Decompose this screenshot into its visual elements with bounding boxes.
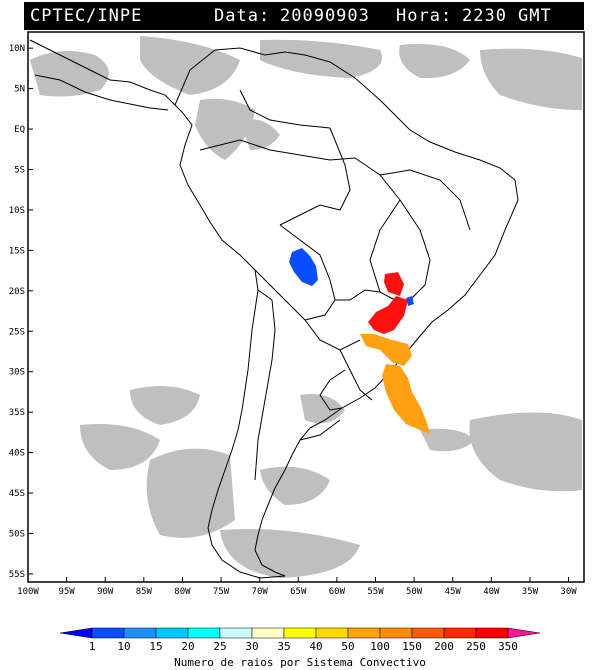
lat-tick-label: 5N bbox=[14, 85, 25, 95]
colorbar-label: 10 bbox=[117, 640, 130, 653]
lon-tick-label: 80W bbox=[174, 587, 191, 597]
border-argentina-uruguay bbox=[339, 349, 373, 401]
colorbar-label: 50 bbox=[341, 640, 354, 653]
colorbar-segment bbox=[411, 627, 445, 639]
lon-tick-label: 45W bbox=[445, 587, 462, 597]
colorbar-title: Numero de raios por Sistema Convectivo bbox=[174, 656, 426, 669]
lon-tick-label: 30W bbox=[560, 587, 577, 597]
colorbar-segment bbox=[507, 627, 541, 639]
south-america-coast bbox=[174, 47, 519, 579]
colorbar-segment bbox=[219, 627, 253, 639]
colorbar-label: 25 bbox=[213, 640, 226, 653]
timezone-label: GMT bbox=[518, 6, 552, 26]
lon-tick-label: 70W bbox=[252, 587, 269, 597]
lat-tick-label: EQ bbox=[14, 125, 25, 135]
lon-tick-label: 100W bbox=[17, 587, 39, 597]
lat-tick-label: 20S bbox=[9, 287, 25, 297]
lon-tick-label: 60W bbox=[329, 587, 346, 597]
system-red-parana bbox=[368, 296, 408, 334]
lat-tick-label: 15S bbox=[9, 246, 25, 256]
border-uruguay bbox=[319, 369, 346, 411]
colorbar-segment bbox=[315, 627, 349, 639]
lat-tick-label: 50S bbox=[9, 529, 25, 539]
lon-tick-label: 75W bbox=[213, 587, 230, 597]
colorbar-segment bbox=[283, 627, 317, 639]
lon-tick-label: 35W bbox=[522, 587, 539, 597]
border-bolivia bbox=[279, 224, 336, 321]
lon-tick-label: 95W bbox=[58, 587, 75, 597]
lat-tick-label: 10S bbox=[9, 206, 25, 216]
lat-tick-label: 30S bbox=[9, 368, 25, 378]
colorbar: 1 10 15 20 25 30 35 40 50 100 150 200 250 350 bbox=[59, 627, 541, 653]
colorbar-label: 40 bbox=[309, 640, 322, 653]
colorbar-segment bbox=[187, 627, 221, 639]
central-america-pacific-coast bbox=[34, 74, 169, 111]
colorbar-segment bbox=[59, 627, 93, 639]
border-paraguay-north bbox=[335, 289, 396, 301]
lon-tick-label: 40W bbox=[483, 587, 500, 597]
colorbar-label: 250 bbox=[466, 640, 486, 653]
convective-systems bbox=[289, 248, 430, 434]
lat-tick-label: 10N bbox=[9, 44, 25, 54]
system-red-paraguay bbox=[384, 272, 404, 296]
colorbar-label: 30 bbox=[245, 640, 258, 653]
lat-tick-label: 25S bbox=[9, 327, 25, 337]
colorbar-label: 200 bbox=[434, 640, 454, 653]
date-label: Data: bbox=[214, 6, 271, 26]
coastline-layer bbox=[29, 39, 519, 579]
border-andes bbox=[254, 289, 276, 481]
colorbar-segment bbox=[123, 627, 157, 639]
colorbar-label: 150 bbox=[402, 640, 422, 653]
border-venezuela-colombia bbox=[239, 89, 331, 129]
colorbar-segment bbox=[155, 627, 189, 639]
latitude-ticks: 10N 5N EQ 5S 10S 15S 20S 25S 30S 35S 40S 45S 50S 55S bbox=[9, 44, 33, 580]
colorbar-segment bbox=[251, 627, 285, 639]
system-blue-small bbox=[406, 296, 414, 306]
colorbar-label: 1 bbox=[89, 640, 96, 653]
border-patagonia bbox=[299, 419, 341, 441]
map-header: CPTEC/INPE Data: 20090903 Hora: 2230 GMT bbox=[24, 2, 584, 30]
colorbar-label: 100 bbox=[370, 640, 390, 653]
lat-tick-label: 45S bbox=[9, 489, 25, 499]
time-label: Hora: bbox=[396, 6, 453, 26]
cloud-layer bbox=[30, 36, 582, 578]
colorbar-label: 350 bbox=[498, 640, 518, 653]
lat-tick-label: 5S bbox=[14, 166, 25, 176]
lat-tick-label: 35S bbox=[9, 408, 25, 418]
colorbar-label: 20 bbox=[181, 640, 194, 653]
lat-tick-label: 55S bbox=[9, 570, 25, 580]
colorbar-segment bbox=[91, 627, 125, 639]
lon-tick-label: 50W bbox=[406, 587, 423, 597]
lat-tick-label: 40S bbox=[9, 449, 25, 459]
colorbar-segment bbox=[379, 627, 413, 639]
system-blue-bolivia bbox=[289, 248, 318, 286]
lon-tick-label: 85W bbox=[136, 587, 153, 597]
colorbar-label: 35 bbox=[277, 640, 290, 653]
colorbar-segment bbox=[443, 627, 477, 639]
border-brazil-internal-1 bbox=[354, 157, 431, 301]
lon-tick-label: 65W bbox=[290, 587, 307, 597]
lon-tick-label: 90W bbox=[97, 587, 114, 597]
central-america-coast bbox=[29, 39, 176, 106]
lon-tick-label: 55W bbox=[367, 587, 384, 597]
time-value: 2230 bbox=[462, 6, 507, 26]
system-orange-uruguay-ocean bbox=[382, 364, 430, 434]
border-brazil-internal-3 bbox=[369, 199, 401, 293]
colorbar-segment bbox=[347, 627, 381, 639]
border-brazil-internal-2 bbox=[379, 169, 471, 231]
date-value: 20090903 bbox=[280, 6, 370, 26]
colorbar-label: 15 bbox=[149, 640, 162, 653]
system-orange-south-brazil bbox=[360, 334, 412, 366]
border-colombia-peru bbox=[199, 139, 356, 161]
longitude-ticks: 100W 95W 90W 85W 80W 75W 70W 65W 60W 55W 50W 45W 40W… bbox=[17, 577, 577, 597]
border-brazil-west bbox=[279, 127, 351, 226]
colorbar-segment bbox=[475, 627, 509, 639]
source-label: CPTEC/INPE bbox=[30, 6, 143, 26]
